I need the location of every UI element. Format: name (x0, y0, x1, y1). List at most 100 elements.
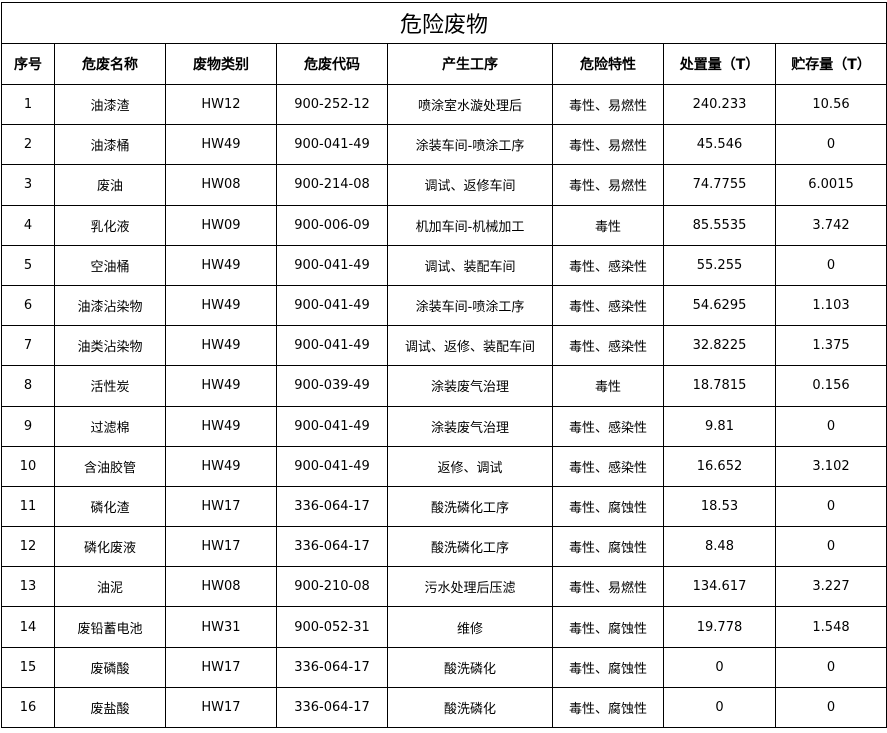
cell-waste-code: 336-064-17 (276, 485, 388, 528)
cell-waste-code: 900-210-08 (276, 566, 388, 608)
cell-process: 调试、返修、装配车间 (387, 325, 553, 367)
cell-storage-amount: 1.103 (774, 284, 887, 327)
column-header-hazard-property: 危险特性 (552, 43, 664, 85)
cell-index: 8 (1, 365, 55, 407)
cell-index: 12 (1, 526, 55, 568)
table-row: 15 废磷酸 HW17 336-064-17 酸洗磷化 毒性、腐蚀性 0 0 (1, 646, 887, 688)
cell-waste-code: 900-252-12 (276, 83, 388, 126)
cell-waste-category: HW49 (165, 284, 277, 327)
cell-hazard-property: 毒性、易燃性 (552, 124, 664, 166)
cell-index: 11 (1, 485, 55, 528)
cell-waste-code: 336-064-17 (276, 646, 388, 688)
cell-waste-category: HW08 (165, 164, 277, 206)
cell-disposal-amount: 54.6295 (663, 284, 776, 327)
cell-waste-name: 油类沾染物 (54, 325, 166, 367)
cell-storage-amount: 0 (774, 646, 887, 688)
cell-disposal-amount: 134.617 (663, 566, 776, 608)
cell-waste-code: 900-039-49 (276, 365, 388, 407)
cell-hazard-property: 毒性、感染性 (552, 445, 664, 487)
cell-storage-amount: 0.156 (774, 365, 887, 407)
table-row: 8 活性炭 HW49 900-039-49 涂装废气治理 毒性 18.7815 0.156 (1, 365, 887, 407)
table-row: 12 磷化废液 HW17 336-064-17 酸洗磷化工序 毒性、腐蚀性 8.48 0 (1, 526, 887, 568)
cell-storage-amount: 3.227 (774, 566, 887, 608)
cell-waste-code: 336-064-17 (276, 686, 388, 729)
cell-disposal-amount: 240.233 (663, 83, 776, 126)
table-row: 16 废盐酸 HW17 336-064-17 酸洗磷化 毒性、腐蚀性 0 0 (1, 686, 887, 729)
cell-index: 15 (1, 646, 55, 688)
cell-waste-category: HW12 (165, 83, 277, 126)
table-row: 7 油类沾染物 HW49 900-041-49 调试、返修、装配车间 毒性、感染性 32.8… (1, 325, 887, 367)
column-header-storage-amount: 贮存量（T） (774, 43, 887, 85)
cell-disposal-amount: 0 (663, 686, 776, 729)
cell-storage-amount: 0 (774, 244, 887, 286)
table-title: 危险废物 (0, 2, 887, 44)
cell-process: 酸洗磷化工序 (387, 485, 553, 528)
cell-storage-amount: 1.548 (774, 606, 887, 648)
cell-waste-code: 900-041-49 (276, 244, 388, 286)
cell-index: 6 (1, 284, 55, 327)
cell-waste-category: HW17 (165, 485, 277, 528)
header-row: 序号 危废名称 废物类别 危废代码 产生工序 危险特性 处置量（T） 贮存量（T） (1, 43, 887, 85)
cell-index: 4 (1, 204, 55, 246)
cell-waste-name: 油漆沾染物 (54, 284, 166, 327)
cell-disposal-amount: 32.8225 (663, 325, 776, 367)
cell-waste-code: 900-041-49 (276, 325, 388, 367)
cell-index: 9 (1, 405, 55, 447)
cell-process: 返修、调试 (387, 445, 553, 487)
cell-process: 涂装废气治理 (387, 405, 553, 447)
cell-storage-amount: 0 (774, 405, 887, 447)
cell-storage-amount: 3.742 (774, 204, 887, 246)
column-header-index: 序号 (1, 43, 55, 85)
cell-hazard-property: 毒性、易燃性 (552, 566, 664, 608)
table-row: 2 油漆桶 HW49 900-041-49 涂装车间-喷涂工序 毒性、易燃性 45.546 0 (1, 124, 887, 166)
cell-index: 10 (1, 445, 55, 487)
cell-waste-name: 废铅蓄电池 (54, 606, 166, 648)
cell-waste-category: HW31 (165, 606, 277, 648)
cell-storage-amount: 10.56 (774, 83, 887, 126)
cell-waste-name: 废油 (54, 164, 166, 206)
cell-process: 调试、返修车间 (387, 164, 553, 206)
cell-storage-amount: 1.375 (774, 325, 887, 367)
cell-hazard-property: 毒性、腐蚀性 (552, 686, 664, 729)
cell-disposal-amount: 8.48 (663, 526, 776, 568)
cell-index: 16 (1, 686, 55, 729)
cell-index: 3 (1, 164, 55, 206)
cell-waste-name: 油漆渣 (54, 83, 166, 126)
cell-process: 涂装车间-喷涂工序 (387, 124, 553, 166)
cell-disposal-amount: 45.546 (663, 124, 776, 166)
cell-hazard-property: 毒性、感染性 (552, 325, 664, 367)
cell-waste-code: 900-006-09 (276, 204, 388, 246)
cell-hazard-property: 毒性、腐蚀性 (552, 526, 664, 568)
cell-index: 2 (1, 124, 55, 166)
table-row: 13 油泥 HW08 900-210-08 污水处理后压滤 毒性、易燃性 134.617 3.… (1, 566, 887, 608)
cell-hazard-property: 毒性 (552, 365, 664, 407)
cell-disposal-amount: 85.5535 (663, 204, 776, 246)
column-header-waste-category: 废物类别 (165, 43, 277, 85)
cell-hazard-property: 毒性 (552, 204, 664, 246)
cell-waste-category: HW49 (165, 365, 277, 407)
cell-index: 13 (1, 566, 55, 608)
table-row: 9 过滤棉 HW49 900-041-49 涂装废气治理 毒性、感染性 9.81 0 (1, 405, 887, 447)
table-row: 5 空油桶 HW49 900-041-49 调试、装配车间 毒性、感染性 55.255 0 (1, 244, 887, 286)
cell-waste-name: 过滤棉 (54, 405, 166, 447)
cell-waste-category: HW17 (165, 526, 277, 568)
cell-process: 涂装废气治理 (387, 365, 553, 407)
cell-storage-amount: 0 (774, 686, 887, 729)
cell-storage-amount: 6.0015 (774, 164, 887, 206)
cell-index: 7 (1, 325, 55, 367)
cell-waste-category: HW17 (165, 646, 277, 688)
cell-waste-code: 900-041-49 (276, 405, 388, 447)
cell-process: 酸洗磷化 (387, 686, 553, 729)
cell-process: 涂装车间-喷涂工序 (387, 284, 553, 327)
cell-waste-code: 336-064-17 (276, 526, 388, 568)
cell-process: 酸洗磷化工序 (387, 526, 553, 568)
cell-waste-category: HW49 (165, 325, 277, 367)
cell-waste-name: 废磷酸 (54, 646, 166, 688)
cell-waste-code: 900-041-49 (276, 445, 388, 487)
cell-storage-amount: 0 (774, 124, 887, 166)
cell-waste-name: 废盐酸 (54, 686, 166, 729)
cell-waste-category: HW08 (165, 566, 277, 608)
cell-disposal-amount: 19.778 (663, 606, 776, 648)
table-row: 3 废油 HW08 900-214-08 调试、返修车间 毒性、易燃性 74.7755 6.0… (1, 164, 887, 206)
cell-storage-amount: 3.102 (774, 445, 887, 487)
